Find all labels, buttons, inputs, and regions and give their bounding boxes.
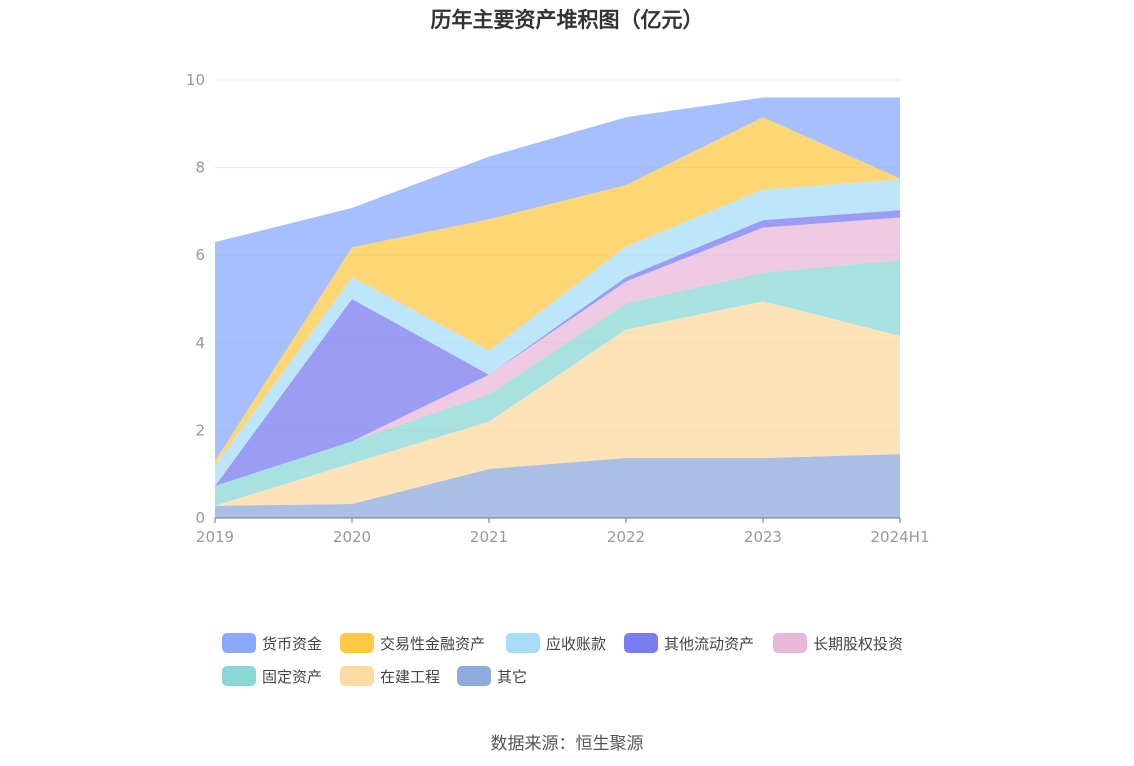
area-series-3	[215, 260, 900, 506]
area-series-2	[215, 301, 900, 506]
y-tick-label: 8	[195, 159, 205, 177]
area-series	[215, 97, 900, 518]
legend-label: 固定资产	[262, 667, 323, 686]
area-series-1	[215, 454, 900, 518]
y-tick-label: 4	[195, 334, 205, 352]
chart-title: 历年主要资产堆积图（亿元）	[430, 8, 704, 32]
tick-labels: 0 2 4 6 8 10 2019 2020 2021 2022 2023 2024H1	[186, 71, 930, 546]
legend-label: 货币资金	[262, 634, 323, 653]
legend-swatch	[222, 633, 256, 653]
legend-item[interactable]: 其他流动资产	[624, 630, 754, 656]
legend-item[interactable]: 其它	[457, 663, 527, 689]
legend-swatch	[506, 633, 540, 653]
x-tick-label: 2023	[744, 528, 782, 546]
legend-label: 在建工程	[380, 667, 441, 686]
legend-swatch	[222, 666, 256, 686]
legend-label: 其它	[497, 667, 528, 686]
x-tick-label: 2024H1	[871, 528, 930, 546]
legend-item[interactable]: 在建工程	[340, 663, 440, 689]
legend-item[interactable]: 货币资金	[222, 630, 322, 656]
legend-label: 长期股权投资	[813, 634, 904, 653]
x-tick-label: 2022	[607, 528, 645, 546]
source-note: 数据来源：恒生聚源	[490, 734, 644, 754]
legend-swatch	[624, 633, 658, 653]
legend-item[interactable]: 应收账款	[506, 630, 606, 656]
area-series-4	[215, 217, 900, 487]
x-tick-label: 2019	[196, 528, 234, 546]
area-series-7	[215, 117, 900, 466]
legend-label: 其他流动资产	[664, 634, 755, 653]
area-series-6	[215, 179, 900, 487]
legend-swatch	[340, 633, 374, 653]
y-tick-label: 10	[186, 71, 205, 89]
y-tick-label: 0	[195, 509, 205, 527]
legend-item[interactable]: 长期股权投资	[773, 630, 903, 656]
legend-swatch	[457, 666, 491, 686]
x-tick-label: 2020	[333, 528, 371, 546]
legend-label: 交易性金融资产	[380, 634, 486, 653]
legend-swatch	[773, 633, 807, 653]
legend-item[interactable]: 固定资产	[222, 663, 322, 689]
legend-swatch	[340, 666, 374, 686]
x-tick-label: 2021	[470, 528, 508, 546]
area-series-5	[215, 210, 900, 487]
y-tick-label: 6	[195, 246, 205, 264]
legend-label: 应收账款	[546, 634, 607, 653]
area-series-8	[215, 97, 900, 462]
legend-item[interactable]: 交易性金融资产	[340, 630, 485, 656]
y-tick-label: 2	[195, 421, 205, 439]
axes	[214, 517, 901, 523]
